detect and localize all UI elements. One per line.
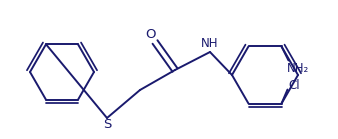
Text: S: S — [103, 117, 111, 131]
Text: O: O — [145, 28, 155, 40]
Text: NH: NH — [201, 37, 219, 49]
Text: Cl: Cl — [289, 79, 300, 92]
Text: NH₂: NH₂ — [286, 62, 309, 75]
